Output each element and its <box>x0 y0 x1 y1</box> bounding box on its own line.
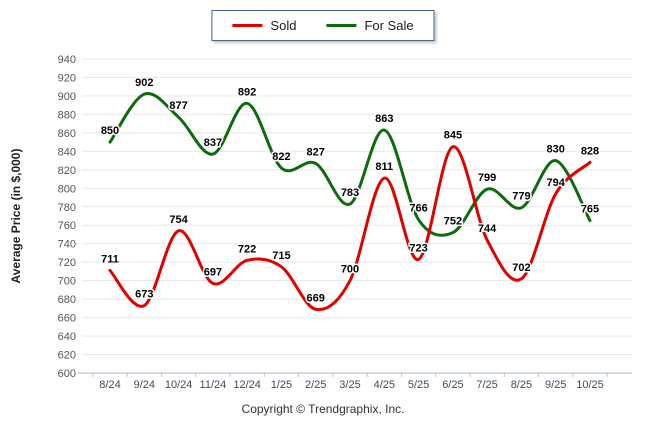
svg-text:5/25: 5/25 <box>408 379 429 391</box>
svg-text:783: 783 <box>341 187 359 199</box>
svg-text:9/24: 9/24 <box>134 379 155 391</box>
svg-text:669: 669 <box>307 292 325 304</box>
svg-text:850: 850 <box>101 125 119 137</box>
svg-text:715: 715 <box>272 250 290 262</box>
svg-text:11/24: 11/24 <box>200 379 227 391</box>
data-point-labels: 711 673 754 697 722 715 669 700 811 723 845 744 702 7… <box>99 76 600 306</box>
svg-text:722: 722 <box>238 243 256 255</box>
svg-text:845: 845 <box>444 130 462 142</box>
y-axis-tick-labels: 600 620 640 660 680 700 720 740 760 780 800 820 840 8… <box>58 54 76 380</box>
legend: Sold For Sale <box>211 10 435 41</box>
svg-text:640: 640 <box>58 331 76 343</box>
svg-text:828: 828 <box>581 145 599 157</box>
legend-item-sold: Sold <box>232 18 296 33</box>
svg-text:7/25: 7/25 <box>476 379 497 391</box>
sold-line-swatch <box>232 24 263 27</box>
svg-text:700: 700 <box>58 276 76 288</box>
svg-text:660: 660 <box>58 313 76 325</box>
svg-text:760: 760 <box>58 220 76 232</box>
svg-text:900: 900 <box>58 91 76 103</box>
svg-text:892: 892 <box>238 86 256 98</box>
svg-text:754: 754 <box>169 214 188 226</box>
svg-text:822: 822 <box>272 151 290 163</box>
svg-text:765: 765 <box>581 204 599 216</box>
svg-text:711: 711 <box>101 254 119 266</box>
x-axis <box>78 372 632 377</box>
svg-text:3/25: 3/25 <box>339 379 360 391</box>
svg-text:673: 673 <box>135 289 153 301</box>
svg-text:780: 780 <box>58 202 76 214</box>
svg-text:877: 877 <box>169 100 187 112</box>
y-axis-title: Average Price (in $,000) <box>9 149 23 284</box>
svg-text:940: 940 <box>58 54 76 66</box>
copyright-text: Copyright © Trendgraphix, Inc. <box>241 402 405 416</box>
svg-text:680: 680 <box>58 294 76 306</box>
svg-text:4/25: 4/25 <box>374 379 395 391</box>
svg-text:880: 880 <box>58 109 76 121</box>
svg-text:600: 600 <box>58 368 76 380</box>
price-trend-chart: 600 620 640 660 680 700 720 740 760 780 800 820 840 8… <box>9 54 632 391</box>
svg-text:10/24: 10/24 <box>165 379 193 391</box>
svg-text:702: 702 <box>512 262 530 274</box>
svg-text:820: 820 <box>58 165 76 177</box>
svg-text:827: 827 <box>307 146 325 158</box>
svg-text:860: 860 <box>58 128 76 140</box>
svg-text:12/24: 12/24 <box>233 379 261 391</box>
legend-label-sold: Sold <box>270 18 297 33</box>
svg-text:794: 794 <box>547 177 566 189</box>
svg-text:837: 837 <box>204 137 222 149</box>
svg-text:723: 723 <box>409 242 427 254</box>
svg-text:811: 811 <box>375 161 393 173</box>
svg-text:8/24: 8/24 <box>99 379 120 391</box>
for-sale-line-swatch <box>326 24 357 27</box>
svg-text:800: 800 <box>58 183 76 195</box>
svg-text:6/25: 6/25 <box>442 379 463 391</box>
svg-text:620: 620 <box>58 350 76 362</box>
x-axis-tick-labels: 8/24 9/24 10/24 11/24 12/24 1/25 2/25 3/25 4/25 5… <box>99 379 603 391</box>
svg-text:2/25: 2/25 <box>305 379 326 391</box>
svg-text:920: 920 <box>58 73 76 85</box>
svg-text:744: 744 <box>478 223 497 235</box>
svg-text:752: 752 <box>444 216 462 228</box>
legend-label-for-sale: For Sale <box>364 18 414 33</box>
svg-text:840: 840 <box>58 146 76 158</box>
svg-text:1/25: 1/25 <box>271 379 292 391</box>
svg-text:902: 902 <box>135 77 153 89</box>
series-lines <box>108 91 592 312</box>
svg-text:10/25: 10/25 <box>576 379 604 391</box>
svg-text:9/25: 9/25 <box>545 379 566 391</box>
svg-text:700: 700 <box>341 264 359 276</box>
svg-text:830: 830 <box>547 144 565 156</box>
svg-text:720: 720 <box>58 257 76 269</box>
svg-text:766: 766 <box>409 203 427 215</box>
svg-text:779: 779 <box>512 191 530 203</box>
svg-text:697: 697 <box>204 266 222 278</box>
svg-text:8/25: 8/25 <box>511 379 532 391</box>
svg-text:799: 799 <box>478 172 496 184</box>
svg-text:740: 740 <box>58 239 76 251</box>
legend-item-for-sale: For Sale <box>326 18 414 33</box>
svg-text:863: 863 <box>375 113 393 125</box>
